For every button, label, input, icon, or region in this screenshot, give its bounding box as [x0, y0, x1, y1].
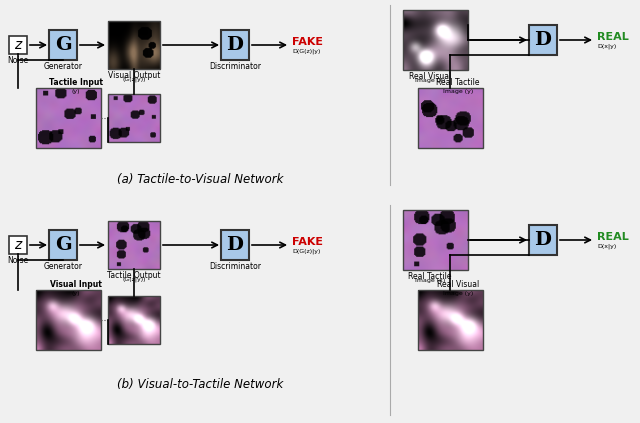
- Text: Tactile Input: Tactile Input: [49, 78, 103, 87]
- Bar: [108, 21, 160, 69]
- Text: G: G: [54, 36, 71, 54]
- Text: D(G(z)|y): D(G(z)|y): [292, 48, 321, 54]
- Text: D(G(z)|y): D(G(z)|y): [292, 248, 321, 254]
- Text: z: z: [14, 238, 22, 252]
- Text: D: D: [534, 231, 552, 249]
- Bar: [35, 290, 100, 350]
- Text: (G(z|y)): (G(z|y)): [122, 77, 146, 82]
- Bar: [9, 236, 27, 254]
- Bar: [35, 88, 100, 148]
- Bar: [9, 36, 27, 54]
- Text: D: D: [227, 36, 243, 54]
- Text: Noise: Noise: [8, 56, 29, 65]
- Bar: [417, 290, 483, 350]
- Bar: [49, 230, 77, 260]
- Bar: [403, 210, 467, 270]
- Bar: [49, 30, 77, 60]
- Text: Image (x): Image (x): [415, 78, 445, 83]
- Text: (a) Tactile-to-Visual Network: (a) Tactile-to-Visual Network: [117, 173, 283, 186]
- Text: (b) Visual-to-Tactile Network: (b) Visual-to-Tactile Network: [117, 378, 283, 391]
- Text: Real Tactile: Real Tactile: [408, 272, 452, 281]
- Text: FAKE: FAKE: [292, 237, 323, 247]
- Text: Tactile Output: Tactile Output: [107, 271, 161, 280]
- Text: z: z: [14, 38, 22, 52]
- Text: Generator: Generator: [44, 262, 83, 271]
- Bar: [221, 30, 249, 60]
- Bar: [108, 221, 160, 269]
- Bar: [221, 230, 249, 260]
- Text: D(x|y): D(x|y): [597, 243, 616, 249]
- Text: Image (y): Image (y): [443, 89, 473, 94]
- Text: Discriminator: Discriminator: [209, 62, 261, 71]
- Bar: [403, 10, 467, 70]
- Bar: [529, 25, 557, 55]
- Bar: [417, 88, 483, 148]
- Text: Noise: Noise: [8, 256, 29, 265]
- Text: REAL: REAL: [597, 232, 628, 242]
- Text: FAKE: FAKE: [292, 37, 323, 47]
- Text: Real Visual: Real Visual: [409, 72, 451, 81]
- Text: (y): (y): [72, 89, 80, 94]
- Text: G: G: [54, 236, 71, 254]
- Text: D(x|y): D(x|y): [597, 43, 616, 49]
- Text: Image (y): Image (y): [443, 291, 473, 296]
- Bar: [108, 94, 160, 142]
- Text: Real Tactile: Real Tactile: [436, 78, 480, 87]
- Text: (G(z|y)): (G(z|y)): [122, 277, 146, 283]
- Text: D: D: [227, 236, 243, 254]
- Text: REAL: REAL: [597, 32, 628, 42]
- Bar: [529, 225, 557, 255]
- Text: D: D: [534, 31, 552, 49]
- Text: (y): (y): [72, 291, 80, 296]
- Text: Discriminator: Discriminator: [209, 262, 261, 271]
- Text: Image (x): Image (x): [415, 278, 445, 283]
- Text: Generator: Generator: [44, 62, 83, 71]
- Bar: [108, 296, 160, 344]
- Text: Visual Output: Visual Output: [108, 71, 160, 80]
- Text: Real Visual: Real Visual: [437, 280, 479, 289]
- Text: Visual Input: Visual Input: [50, 280, 102, 289]
